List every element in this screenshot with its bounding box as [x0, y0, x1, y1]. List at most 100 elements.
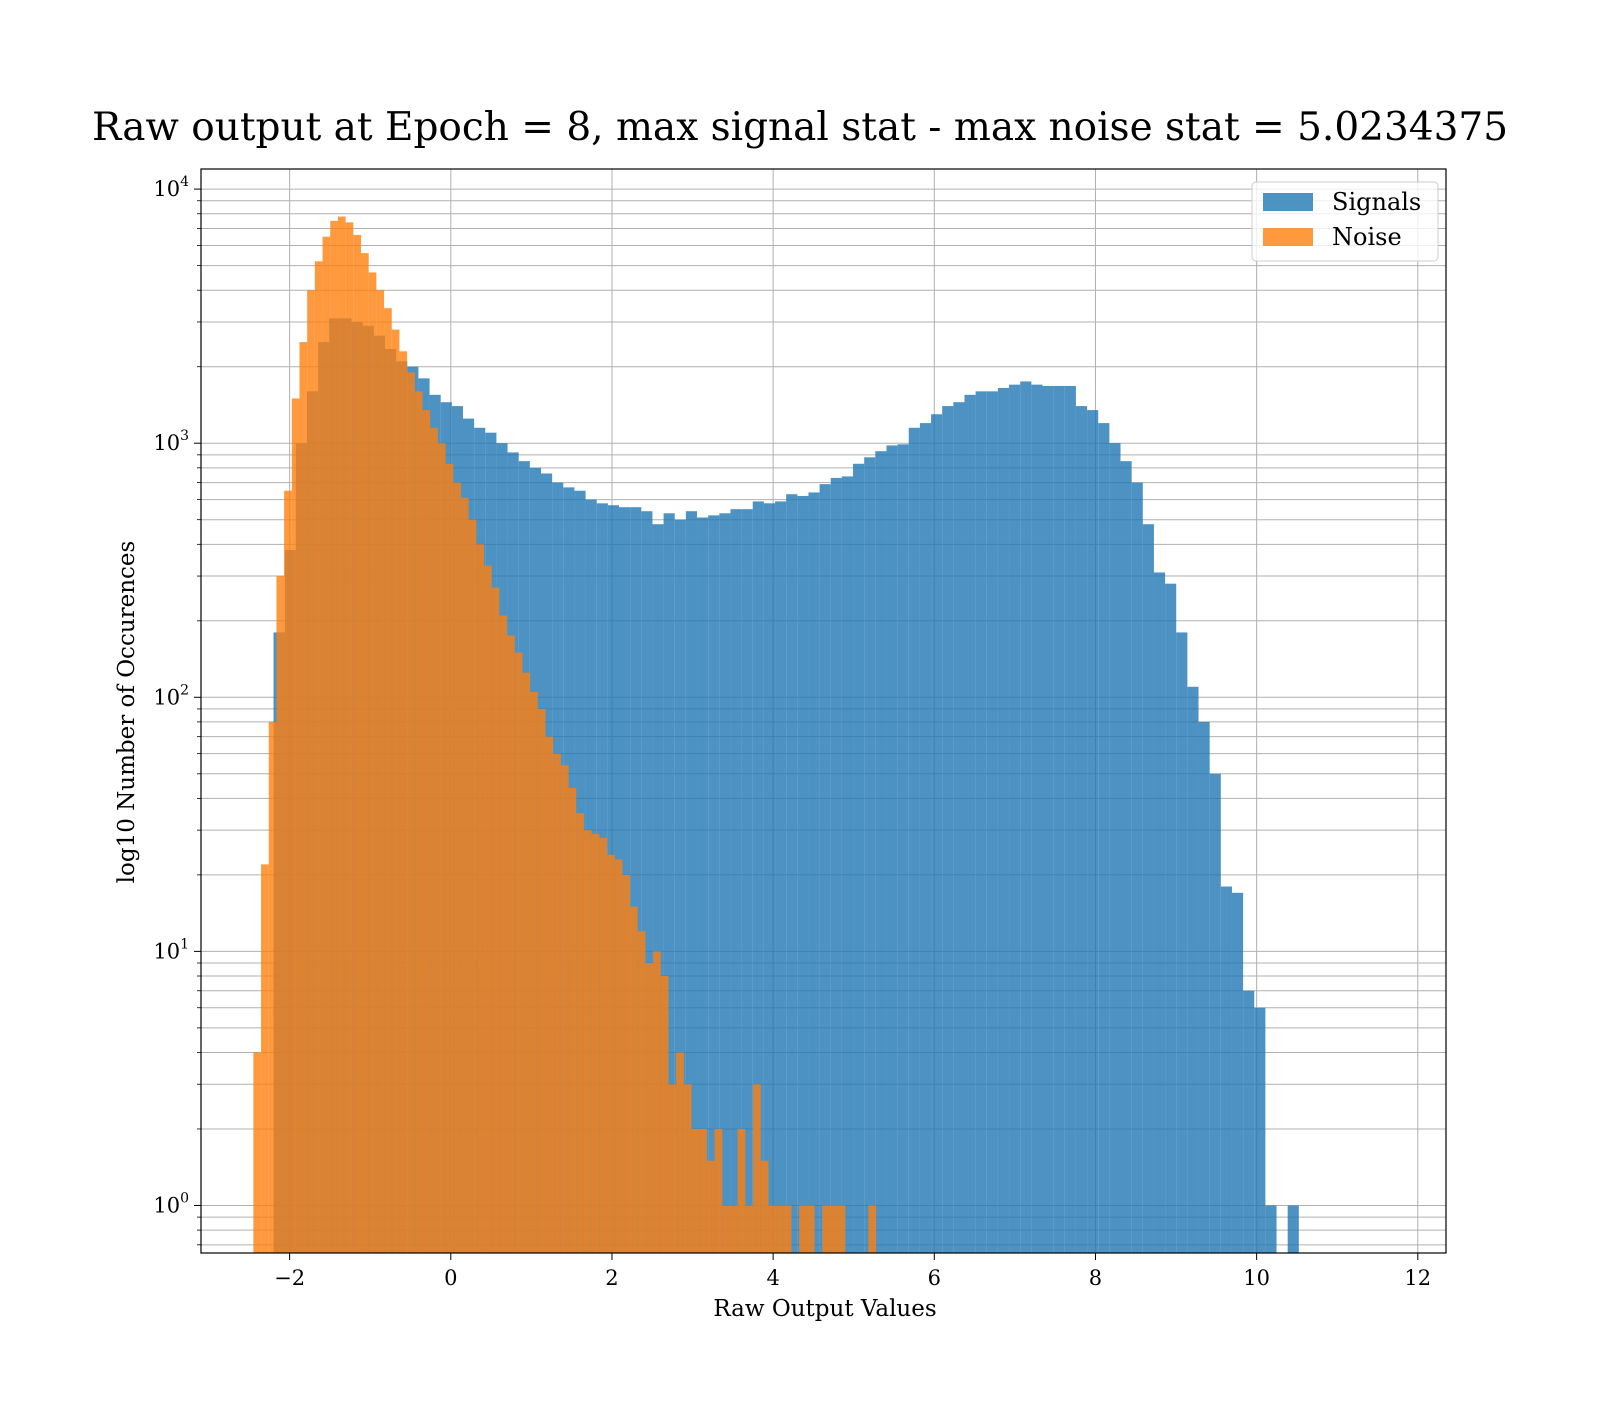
- x-tick-label: 8: [1089, 1266, 1102, 1290]
- bar-noise: [691, 1128, 700, 1253]
- bar-signals: [674, 519, 686, 1253]
- bar-signals: [663, 513, 675, 1253]
- bar-noise: [399, 351, 408, 1253]
- x-tick-label: 2: [605, 1266, 618, 1290]
- bar-signals: [1287, 1205, 1299, 1253]
- bar-signals: [1209, 773, 1221, 1253]
- bar-signals: [1231, 892, 1244, 1253]
- bar-noise: [330, 220, 338, 1254]
- bar-signals: [1142, 524, 1154, 1253]
- bar-signals: [1031, 384, 1043, 1253]
- bar-signals: [1009, 384, 1021, 1253]
- bar-noise: [468, 519, 477, 1253]
- bar-noise: [760, 1160, 769, 1253]
- bar-noise: [361, 253, 369, 1253]
- bar-noise: [430, 427, 438, 1254]
- legend-swatch-signals: [1263, 193, 1313, 211]
- y-axis-ticks: 100 101 102 103 104: [153, 174, 201, 1246]
- bar-noise: [776, 1205, 784, 1253]
- x-tick-label: 4: [766, 1266, 779, 1290]
- bar-signals: [1109, 443, 1121, 1254]
- bar-signals: [797, 495, 809, 1253]
- bar-noise: [307, 290, 315, 1253]
- bar-signals: [1254, 1007, 1266, 1253]
- bar-noise: [753, 1084, 761, 1253]
- bar-noise: [545, 736, 554, 1253]
- bar-noise: [422, 410, 431, 1253]
- bar-noise: [783, 1205, 792, 1253]
- bar-noise: [560, 765, 569, 1253]
- bar-noise: [683, 1084, 692, 1253]
- bar-signals: [741, 509, 753, 1253]
- legend-swatch-noise: [1263, 228, 1313, 246]
- bar-noise: [576, 813, 584, 1253]
- bar-signals: [919, 423, 932, 1253]
- bar-noise: [868, 1205, 877, 1253]
- bar-noise: [407, 372, 415, 1253]
- bar-signals: [1075, 406, 1088, 1253]
- bar-signals: [908, 427, 920, 1254]
- bar-noise: [437, 443, 446, 1254]
- bar-signals: [1020, 381, 1032, 1253]
- bar-noise: [599, 837, 608, 1253]
- bar-signals: [1198, 721, 1210, 1253]
- bar-noise: [337, 216, 346, 1254]
- y-tick-label: 103: [153, 428, 189, 455]
- x-tick-label: −2: [274, 1266, 305, 1290]
- bar-noise: [668, 1084, 677, 1253]
- bar-signals: [1265, 1205, 1277, 1253]
- bar-signals: [841, 476, 854, 1254]
- bar-noise: [660, 976, 669, 1253]
- bar-signals: [975, 391, 987, 1253]
- bar-signals: [953, 402, 965, 1253]
- legend-label-noise: Noise: [1332, 223, 1402, 251]
- bar-noise: [345, 222, 354, 1253]
- bar-noise: [414, 391, 423, 1253]
- bar-noise: [376, 290, 385, 1253]
- bar-noise: [829, 1205, 838, 1253]
- histogram-bars: [253, 216, 1299, 1254]
- bar-noise: [491, 587, 500, 1253]
- bar-noise: [268, 721, 277, 1253]
- bar-noise: [806, 1205, 815, 1253]
- bar-signals: [853, 463, 865, 1254]
- bar-noise: [699, 1128, 707, 1253]
- bar-noise: [368, 272, 377, 1253]
- y-tick-label: 102: [153, 682, 189, 709]
- bar-noise: [737, 1128, 746, 1253]
- bar-signals: [897, 444, 909, 1253]
- bar-noise: [484, 565, 492, 1253]
- bar-signals: [1176, 632, 1188, 1253]
- bar-signals: [830, 477, 842, 1254]
- x-tick-label: 12: [1404, 1266, 1431, 1290]
- x-tick-label: 0: [444, 1266, 457, 1290]
- bar-noise: [514, 652, 523, 1253]
- bar-noise: [591, 833, 600, 1253]
- y-tick-label: 100: [153, 1190, 189, 1217]
- bar-noise: [607, 854, 615, 1253]
- bar-noise: [476, 544, 485, 1253]
- bar-noise: [322, 236, 331, 1253]
- bar-signals: [719, 513, 731, 1253]
- bar-signals: [942, 406, 954, 1253]
- bar-noise: [499, 615, 508, 1253]
- plot-area-frame: [200, 168, 1447, 1254]
- bar-signals: [752, 501, 764, 1253]
- bar-noise: [583, 830, 592, 1253]
- bar-noise: [730, 1205, 738, 1253]
- bar-signals: [786, 494, 798, 1253]
- chart-title: Raw output at Epoch = 8, max signal stat…: [92, 105, 1508, 150]
- bar-noise: [314, 261, 323, 1253]
- y-tick-label: 101: [153, 936, 189, 963]
- bar-noise: [653, 951, 661, 1253]
- bar-signals: [1098, 423, 1110, 1253]
- bar-noise: [822, 1205, 830, 1253]
- y-axis-label: log10 Number of Occurences: [114, 541, 140, 884]
- bar-noise: [460, 497, 469, 1253]
- y-tick-label: 104: [153, 174, 189, 201]
- bar-noise: [799, 1205, 807, 1253]
- bar-noise: [630, 906, 638, 1253]
- x-axis-label: Raw Output Values: [713, 1296, 936, 1322]
